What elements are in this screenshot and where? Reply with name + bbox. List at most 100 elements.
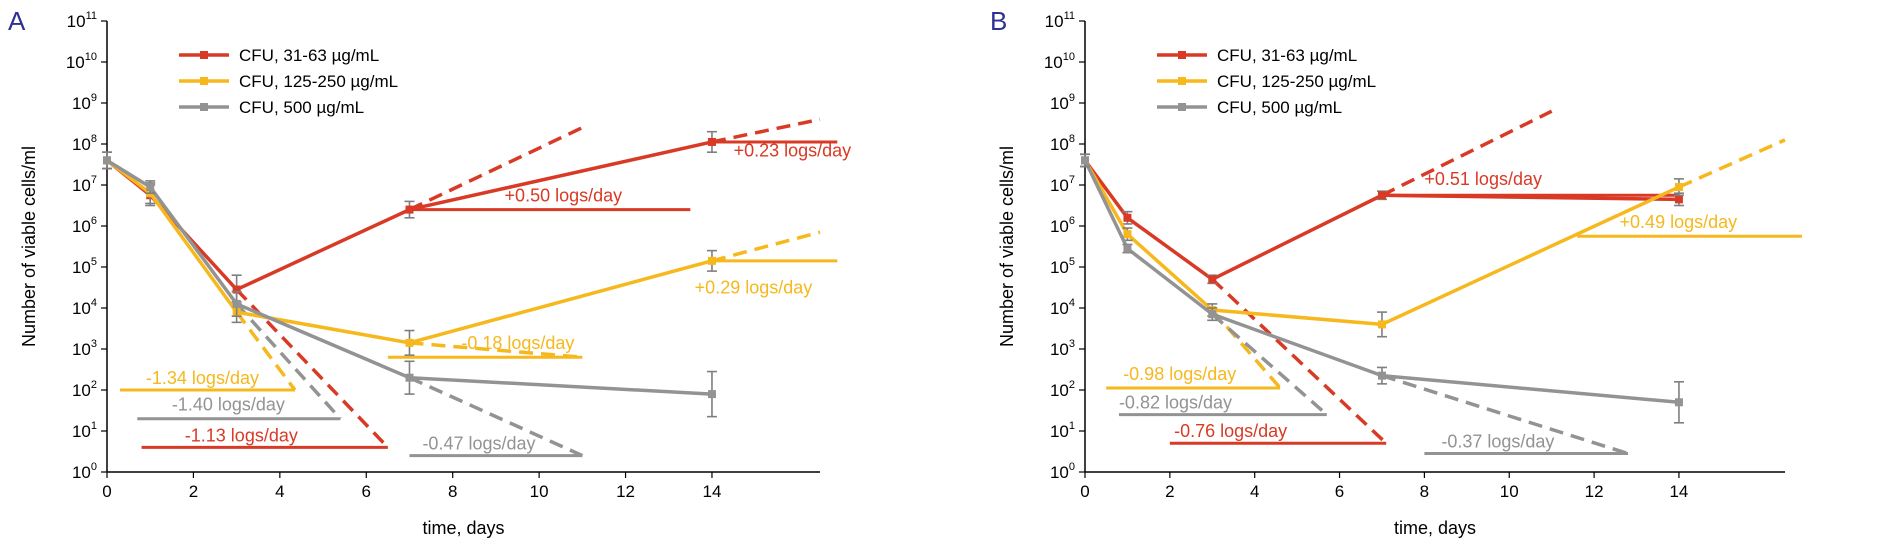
y-tick-label: 105 — [72, 256, 97, 277]
legend-label: CFU, 31-63 µg/mL — [239, 46, 379, 65]
y-tick-label: 108 — [1050, 133, 1075, 154]
data-point — [707, 390, 716, 399]
x-tick-label: 0 — [102, 482, 111, 501]
y-tick-label: 104 — [1050, 297, 1075, 318]
data-point — [405, 338, 414, 347]
y-tick-label: 1010 — [66, 51, 97, 72]
rate-projection — [1381, 109, 1553, 197]
data-point — [405, 373, 414, 382]
y-tick-label: 101 — [1050, 420, 1075, 441]
rate-projection — [711, 117, 821, 144]
rate-label: +0.51 logs/day — [1424, 169, 1542, 189]
data-point — [1377, 191, 1386, 200]
rate-label: -1.13 logs/day — [185, 425, 298, 445]
data-point — [1208, 275, 1217, 284]
rate-label: +0.49 logs/day — [1620, 212, 1738, 232]
data-point — [103, 156, 111, 165]
y-tick-label: 107 — [72, 174, 97, 195]
rate-projection — [235, 302, 342, 420]
rate-projection — [1211, 312, 1328, 416]
data-point — [1377, 320, 1386, 329]
rate-label: -1.34 logs/day — [146, 368, 259, 388]
y-tick-label: 108 — [72, 133, 97, 154]
y-tick-label: 109 — [1050, 92, 1075, 113]
series-line — [1083, 159, 1679, 282]
data-point — [707, 256, 716, 265]
rate-projection — [408, 376, 584, 458]
rate-projection — [1678, 138, 1786, 189]
x-axis-title: time, days — [422, 518, 504, 538]
panel-letter: B — [990, 6, 1007, 36]
legend-swatch-marker — [1178, 77, 1186, 85]
rate-projection — [1211, 278, 1388, 445]
y-tick-label: 100 — [72, 461, 97, 482]
data-point — [1123, 244, 1132, 253]
x-tick-label: 14 — [1669, 482, 1688, 501]
y-tick-label: 109 — [72, 92, 97, 113]
legend-swatch-marker — [1178, 51, 1186, 59]
y-axis-title: Number of viable cells/ml — [997, 146, 1017, 347]
panel-a-chart: A100101102103104105106107108109101010110… — [8, 6, 851, 538]
data-point — [1123, 230, 1132, 239]
y-tick-label: 103 — [1050, 338, 1075, 359]
rate-label: -0.47 logs/day — [422, 433, 535, 453]
data-point — [1674, 195, 1683, 204]
y-tick-label: 106 — [1050, 215, 1075, 236]
legend-label: CFU, 500 µg/mL — [239, 98, 364, 117]
data-point — [707, 137, 716, 146]
y-tick-label: 102 — [72, 379, 97, 400]
x-tick-label: 0 — [1080, 482, 1089, 501]
rate-label: -0.98 logs/day — [1123, 364, 1236, 384]
rate-label: +0.23 logs/day — [734, 140, 852, 160]
panel-b-chart: B100101102103104105106107108109101010110… — [990, 6, 1802, 538]
rate-projection — [711, 230, 821, 263]
y-tick-label: 106 — [72, 215, 97, 236]
y-tick-label: 102 — [1050, 379, 1075, 400]
rate-label: +0.29 logs/day — [695, 278, 813, 298]
legend-swatch-marker — [200, 103, 208, 111]
y-tick-label: 1011 — [67, 10, 97, 31]
rate-projection — [235, 288, 390, 449]
data-point — [1674, 398, 1683, 407]
y-tick-label: 103 — [72, 338, 97, 359]
x-tick-label: 2 — [1165, 482, 1174, 501]
x-tick-label: 10 — [1500, 482, 1519, 501]
x-tick-label: 12 — [616, 482, 635, 501]
data-point — [146, 183, 155, 192]
rate-projection — [409, 341, 583, 359]
rate-label: -1.40 logs/day — [172, 395, 285, 415]
legend-label: CFU, 125-250 µg/mL — [1217, 72, 1376, 91]
data-point — [1377, 371, 1386, 380]
rate-label: -0.76 logs/day — [1174, 421, 1287, 441]
y-axis-title: Number of viable cells/ml — [19, 146, 39, 347]
rate-projection — [408, 126, 584, 212]
y-tick-label: 105 — [1050, 256, 1075, 277]
x-tick-label: 6 — [362, 482, 371, 501]
rate-projection — [235, 311, 297, 392]
legend-label: CFU, 31-63 µg/mL — [1217, 46, 1357, 65]
legend-swatch-marker — [1178, 103, 1186, 111]
y-tick-label: 1010 — [1044, 51, 1075, 72]
legend-label: CFU, 500 µg/mL — [1217, 98, 1342, 117]
x-tick-label: 4 — [1250, 482, 1259, 501]
x-tick-label: 8 — [448, 482, 457, 501]
data-point — [1081, 156, 1089, 165]
x-axis-title: time, days — [1394, 518, 1476, 538]
rate-label: -0.18 logs/day — [461, 333, 574, 353]
panel-letter: A — [8, 6, 26, 36]
data-point — [1208, 310, 1217, 319]
y-tick-label: 100 — [1050, 461, 1075, 482]
x-tick-label: 8 — [1420, 482, 1429, 501]
legend-swatch-marker — [200, 77, 208, 85]
y-tick-label: 101 — [72, 420, 97, 441]
rate-label: +0.50 logs/day — [505, 185, 623, 205]
data-point — [1123, 213, 1132, 222]
y-tick-label: 104 — [72, 297, 97, 318]
data-point — [232, 299, 241, 308]
x-tick-label: 2 — [189, 482, 198, 501]
data-point — [1674, 183, 1683, 192]
rate-projection — [1210, 308, 1282, 390]
rate-label: -0.82 logs/day — [1119, 392, 1232, 412]
legend-label: CFU, 125-250 µg/mL — [239, 72, 398, 91]
